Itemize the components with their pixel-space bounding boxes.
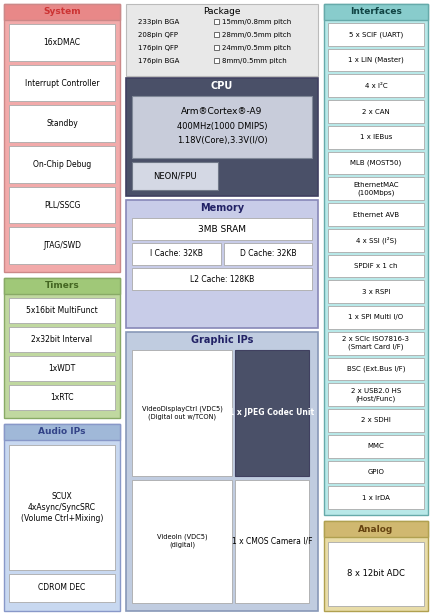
Text: 3 x RSPI: 3 x RSPI bbox=[362, 288, 390, 295]
Bar bbox=[9, 327, 115, 352]
Text: 233pin BGA: 233pin BGA bbox=[138, 19, 179, 25]
Text: Graphic IPs: Graphic IPs bbox=[191, 335, 253, 345]
Bar bbox=[214, 58, 219, 63]
Text: CPU: CPU bbox=[211, 81, 233, 91]
Bar bbox=[4, 424, 120, 440]
Text: 208pin QFP: 208pin QFP bbox=[138, 32, 178, 38]
Text: D Cache: 32KB: D Cache: 32KB bbox=[239, 250, 296, 258]
Text: 28mm/0.5mm pitch: 28mm/0.5mm pitch bbox=[222, 32, 291, 38]
Text: 24mm/0.5mm pitch: 24mm/0.5mm pitch bbox=[222, 45, 291, 51]
Text: 1 x JPEG Codec Unit: 1 x JPEG Codec Unit bbox=[229, 408, 314, 417]
Bar bbox=[126, 332, 318, 611]
Bar bbox=[9, 65, 115, 101]
Bar bbox=[328, 409, 424, 432]
Text: L2 Cache: 128KB: L2 Cache: 128KB bbox=[190, 274, 254, 284]
Text: 8mm/0.5mm pitch: 8mm/0.5mm pitch bbox=[222, 58, 287, 64]
Bar bbox=[9, 356, 115, 381]
Bar bbox=[4, 278, 120, 418]
Bar bbox=[328, 280, 424, 303]
Text: 4 x SSI (I²S): 4 x SSI (I²S) bbox=[356, 237, 397, 244]
Text: Audio IPs: Audio IPs bbox=[38, 427, 86, 437]
Text: 16xDMAC: 16xDMAC bbox=[44, 38, 80, 47]
Bar bbox=[9, 187, 115, 223]
Text: 1 x IrDA: 1 x IrDA bbox=[362, 494, 390, 501]
Bar bbox=[132, 243, 220, 265]
Bar bbox=[328, 332, 424, 355]
Bar bbox=[9, 385, 115, 410]
Bar bbox=[9, 298, 115, 323]
Text: System: System bbox=[43, 7, 81, 17]
Text: 3MB SRAM: 3MB SRAM bbox=[198, 224, 246, 234]
Bar bbox=[328, 23, 424, 46]
Text: 2 x SDHI: 2 x SDHI bbox=[361, 418, 391, 423]
Bar bbox=[328, 357, 424, 380]
Bar bbox=[328, 435, 424, 458]
Text: 2 x SCIc ISO7816-3
(Smart Card I/F): 2 x SCIc ISO7816-3 (Smart Card I/F) bbox=[343, 336, 410, 350]
Bar bbox=[9, 146, 115, 183]
Bar bbox=[4, 4, 120, 272]
Bar bbox=[126, 78, 318, 196]
Text: 1xRTC: 1xRTC bbox=[50, 393, 74, 402]
Bar bbox=[328, 486, 424, 509]
Text: 1xWDT: 1xWDT bbox=[48, 364, 76, 373]
Text: 1 x SPI Multi I/O: 1 x SPI Multi I/O bbox=[349, 314, 403, 320]
Text: SCUX
4xAsync/SyncSRC
(Volume Ctrl+Mixing): SCUX 4xAsync/SyncSRC (Volume Ctrl+Mixing… bbox=[21, 492, 103, 523]
Text: BSC (Ext.Bus I/F): BSC (Ext.Bus I/F) bbox=[347, 366, 405, 372]
Bar bbox=[9, 24, 115, 61]
Bar bbox=[132, 480, 232, 603]
Text: 2 x USB2.0 HS
(Host/Func): 2 x USB2.0 HS (Host/Func) bbox=[351, 387, 401, 402]
Bar bbox=[132, 218, 312, 240]
Text: 2x32bit Interval: 2x32bit Interval bbox=[32, 335, 92, 344]
Bar bbox=[324, 4, 428, 20]
Text: 5x16bit MultiFunct: 5x16bit MultiFunct bbox=[26, 306, 98, 315]
Bar bbox=[324, 4, 428, 515]
Text: GPIO: GPIO bbox=[368, 469, 384, 475]
Text: Interfaces: Interfaces bbox=[350, 7, 402, 17]
Bar bbox=[235, 480, 309, 603]
Text: 1 x IEBus: 1 x IEBus bbox=[360, 134, 392, 140]
Bar bbox=[126, 200, 318, 328]
Text: JTAG/SWD: JTAG/SWD bbox=[43, 241, 81, 250]
Bar bbox=[214, 32, 219, 37]
Text: Arm®Cortex®-A9: Arm®Cortex®-A9 bbox=[181, 108, 263, 116]
Bar bbox=[4, 4, 120, 20]
Bar bbox=[132, 96, 312, 158]
Bar bbox=[9, 574, 115, 602]
Bar bbox=[324, 521, 428, 537]
Bar bbox=[214, 19, 219, 24]
Bar bbox=[223, 243, 312, 265]
Bar bbox=[324, 521, 428, 611]
Text: VideoDisplayCtrl (VDC5)
(Digital out w/TCON): VideoDisplayCtrl (VDC5) (Digital out w/T… bbox=[142, 405, 222, 420]
Text: 2 x CAN: 2 x CAN bbox=[362, 109, 390, 114]
Text: 400MHz(1000 DMIPS): 400MHz(1000 DMIPS) bbox=[177, 122, 267, 130]
Bar bbox=[4, 278, 120, 294]
Text: MLB (MOST50): MLB (MOST50) bbox=[350, 160, 402, 166]
Bar bbox=[9, 228, 115, 264]
Text: 176pin QFP: 176pin QFP bbox=[138, 45, 178, 51]
Text: 1.18V(Core),3.3V(I/O): 1.18V(Core),3.3V(I/O) bbox=[177, 135, 267, 145]
Text: MMC: MMC bbox=[368, 443, 384, 449]
Text: EthernetMAC
(100Mbps): EthernetMAC (100Mbps) bbox=[353, 182, 399, 196]
Text: Package: Package bbox=[203, 7, 241, 17]
Bar bbox=[328, 74, 424, 97]
Bar bbox=[4, 424, 120, 611]
Bar bbox=[328, 383, 424, 406]
Bar bbox=[235, 350, 309, 475]
Text: Ethernet AVB: Ethernet AVB bbox=[353, 212, 399, 218]
Text: 4 x I²C: 4 x I²C bbox=[365, 83, 388, 89]
Bar bbox=[328, 177, 424, 200]
Text: 1 x CMOS Camera I/F: 1 x CMOS Camera I/F bbox=[232, 537, 312, 546]
Bar bbox=[132, 268, 312, 290]
Text: Standby: Standby bbox=[46, 119, 78, 128]
Text: Timers: Timers bbox=[44, 282, 79, 290]
Bar bbox=[328, 203, 424, 226]
Bar bbox=[9, 105, 115, 142]
Text: 8 x 12bit ADC: 8 x 12bit ADC bbox=[347, 569, 405, 579]
Text: Interrupt Controller: Interrupt Controller bbox=[25, 79, 99, 87]
Bar bbox=[132, 350, 232, 475]
Text: PLL/SSCG: PLL/SSCG bbox=[44, 200, 80, 210]
Text: Analog: Analog bbox=[359, 525, 394, 533]
Text: CDROM DEC: CDROM DEC bbox=[38, 584, 86, 592]
Bar bbox=[328, 229, 424, 252]
Bar bbox=[328, 306, 424, 329]
